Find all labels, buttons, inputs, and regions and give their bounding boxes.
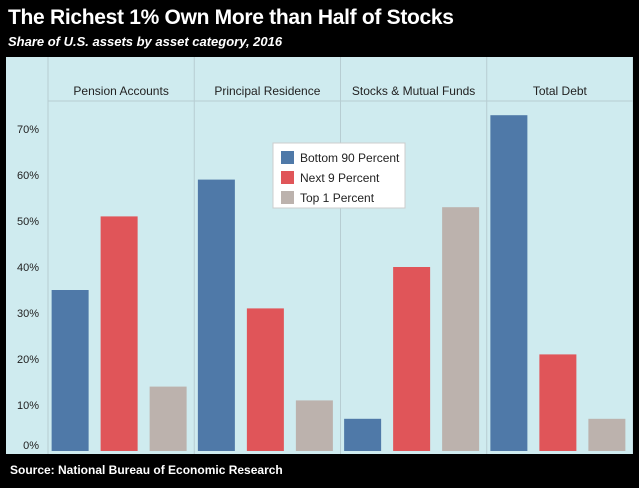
bar-chart: 0% 10% 20% 30% 40% 50% 60% 70% Pension Accounts P… [17,57,634,454]
bar [149,386,187,451]
legend-swatch [281,191,294,204]
chart-title: The Richest 1% Own More than Half of Sto… [8,6,454,29]
legend-label: Top 1 Percent [300,191,375,205]
legend-label: Next 9 Percent [300,171,380,185]
y-tick-label: 40% [17,262,39,274]
bar [246,308,284,451]
chart-subtitle: Share of U.S. assets by asset category, … [8,34,283,49]
y-tick-label: 30% [17,308,39,320]
y-tick-label: 10% [17,400,39,412]
legend-swatch [281,171,294,184]
plot-area: 0% 10% 20% 30% 40% 50% 60% 70% Pension Accounts P… [6,57,634,454]
legend-label: Bottom 90 Percent [300,151,400,165]
y-tick-label: 60% [17,170,39,182]
bar [344,418,382,451]
legend-box [272,142,406,209]
category-label: Principal Residence [214,84,320,98]
y-tick-label: 0% [23,440,39,452]
bar [393,267,431,451]
bar [100,216,138,451]
y-tick-label: 50% [17,216,39,228]
bar [539,354,577,451]
bar [442,207,480,451]
bar [295,400,333,451]
bar [588,418,626,451]
y-tick-label: 20% [17,354,39,366]
category-label: Pension Accounts [73,84,168,98]
bar [490,115,528,451]
category-label: Stocks & Mutual Funds [352,84,475,98]
y-tick-label: 70% [17,124,39,136]
legend-swatch [281,151,294,164]
bar [197,179,235,451]
category-label: Total Debt [533,84,588,98]
bar [51,290,89,451]
source-note: Source: National Bureau of Economic Rese… [10,463,283,477]
